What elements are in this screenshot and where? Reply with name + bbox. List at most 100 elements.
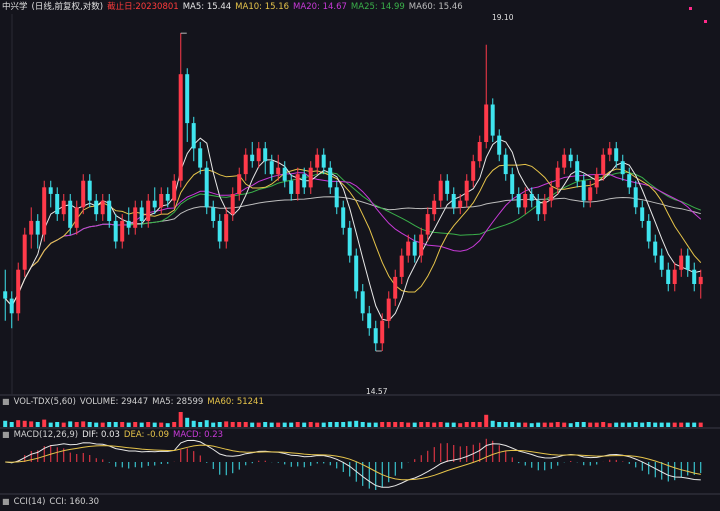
candle-body [399,255,404,277]
candle-body [406,241,411,256]
candle-body [412,241,417,256]
vol-volume: VOLUME: 29447 [79,397,149,407]
stock-name: 中兴学 [2,2,28,12]
candle-body [81,180,86,208]
candle-body [276,167,281,175]
volume-bar [139,422,144,427]
ma10-label: MA10: 15.16 [235,2,290,12]
candle-body [217,220,222,242]
candle-body [42,187,47,235]
volume-bar [536,422,541,427]
panel-menu-icon[interactable]: ■ [2,397,10,406]
candle-body [555,167,560,188]
volume-bar [555,422,560,427]
candle-body [575,161,580,181]
volume-bar [516,422,521,427]
price-legend: 中兴学 (日线,前复权,对数) 截止日:20230801 MA5: 15.44 … [2,0,467,14]
volume-bar [230,422,235,427]
cci-value: CCI: 160.30 [49,497,100,507]
candle-body [289,180,294,194]
candle-body [672,269,677,284]
candle-body [425,214,430,235]
volume-bar [575,422,580,427]
volume-bar [81,421,86,427]
volume-bar [627,422,632,427]
volume-bar [94,422,99,427]
volume-bar [48,422,53,427]
candle-body [685,255,690,270]
volume-bar [146,422,151,427]
volume-bar [276,422,281,427]
candle-body [146,200,151,221]
candle-body [94,200,99,215]
volume-bar [367,422,372,427]
candle-body [692,269,697,284]
volume-bar [308,422,313,427]
corner-marker-2 [704,20,707,23]
volume-bar [659,422,664,427]
volume-bar [198,422,203,427]
volume-bar [640,422,645,427]
ma5-label: MA5: 15.44 [182,2,232,12]
candle-body [679,255,684,270]
candle-body [432,200,437,215]
volume-bar [692,422,697,427]
candle-body [341,207,346,228]
candle-body [35,220,40,235]
candle-body [373,328,378,344]
candle-body [542,200,547,215]
volume-bar [666,422,671,427]
panel-menu-icon[interactable]: ■ [2,497,10,506]
candle-body [48,187,53,194]
volume-bar [22,420,27,427]
candle-body [646,220,651,242]
volume-bar [42,419,47,427]
candle-body [74,207,79,228]
ma5-line [4,137,701,322]
low-price-label: 14.57 [366,387,388,396]
candle-body [211,207,216,221]
volume-bar [568,423,573,427]
volume-bar [321,422,326,427]
volume-bar [458,423,463,427]
candle-body [107,200,112,221]
candle-body [263,148,268,162]
candle-body [269,161,274,175]
candle-body [503,154,508,175]
candle-body [633,187,638,208]
volume-bar [529,423,534,427]
volume-bar [315,422,320,427]
candle-body [159,194,164,208]
volume-bar [503,422,508,427]
volume-bar [172,422,177,427]
volume-bar [646,422,651,427]
volume-bar [185,417,190,427]
panel-menu-icon[interactable]: ■ [2,430,10,439]
candle-body [100,200,105,215]
volume-bar [237,422,242,427]
cci-title: CCI(14) [13,497,46,507]
candle-body [568,154,573,162]
volume-bar [633,422,638,427]
candle-body [55,194,60,215]
candle-body [490,104,495,136]
candle-body [529,194,534,201]
candle-body [549,187,554,201]
candle-body [640,207,645,221]
macd-dif: DIF: 0.03 [82,430,120,440]
volume-bar [178,412,183,427]
candle-body [204,167,209,208]
candle-body [61,200,66,215]
candle-body [191,123,196,149]
volume-bar [653,422,658,427]
volume-bar [497,422,502,427]
candle-body [451,194,456,208]
volume-bar [61,422,66,427]
candle-body [620,161,625,175]
ma20-label: MA20: 14.67 [293,2,347,12]
volume-bar [217,422,222,427]
volume-bar [9,422,14,427]
volume-bar [594,422,599,427]
volume-bar [256,422,261,427]
